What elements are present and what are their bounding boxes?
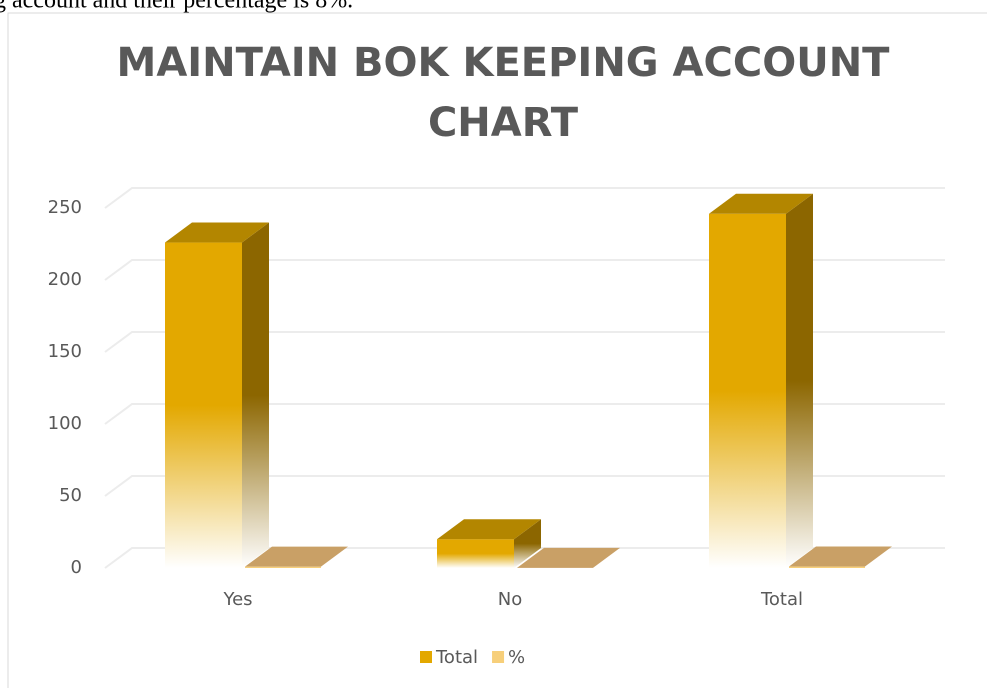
grid-line xyxy=(104,259,945,281)
bar xyxy=(517,547,620,568)
grid-line xyxy=(104,331,945,353)
x-tick-label: Total xyxy=(760,589,803,610)
legend-label: % xyxy=(508,647,525,668)
bar-side xyxy=(786,193,813,568)
bar-top xyxy=(709,193,813,214)
bar-front xyxy=(437,539,514,568)
legend-label: Total xyxy=(435,647,478,668)
bar-top xyxy=(517,547,620,568)
bar-front xyxy=(245,566,321,568)
bar xyxy=(437,519,541,568)
bar-front xyxy=(709,213,786,568)
grid-line xyxy=(104,547,945,569)
bar-front xyxy=(165,242,242,568)
bar-top xyxy=(437,519,541,540)
bar xyxy=(709,193,813,568)
bar xyxy=(165,222,269,568)
legend-swatch xyxy=(492,651,505,663)
bar xyxy=(245,546,348,568)
bar-top xyxy=(165,222,269,243)
y-tick-label: 200 xyxy=(48,269,82,290)
bar-top xyxy=(789,546,892,567)
bar-front xyxy=(789,566,865,568)
grid-line xyxy=(104,187,945,209)
grid-line xyxy=(104,475,945,497)
x-tick-label: No xyxy=(498,589,522,610)
legend-swatch xyxy=(420,651,432,663)
y-tick-label: 250 xyxy=(48,197,82,218)
bar-side xyxy=(242,222,269,568)
text-above: g account and their percentage is 8%. xyxy=(0,0,353,14)
y-tick-label: 50 xyxy=(59,485,82,506)
y-tick-label: 150 xyxy=(48,341,82,362)
bar xyxy=(789,546,892,568)
chart-title: MAINTAIN BOK KEEPING ACCOUNT CHART xyxy=(117,40,891,146)
bar-side xyxy=(514,519,541,568)
y-tick-label: 100 xyxy=(48,413,82,434)
x-tick-label: Yes xyxy=(222,589,252,610)
grid-line xyxy=(104,403,945,425)
bar-top xyxy=(245,546,348,567)
y-tick-label: 0 xyxy=(71,557,82,578)
